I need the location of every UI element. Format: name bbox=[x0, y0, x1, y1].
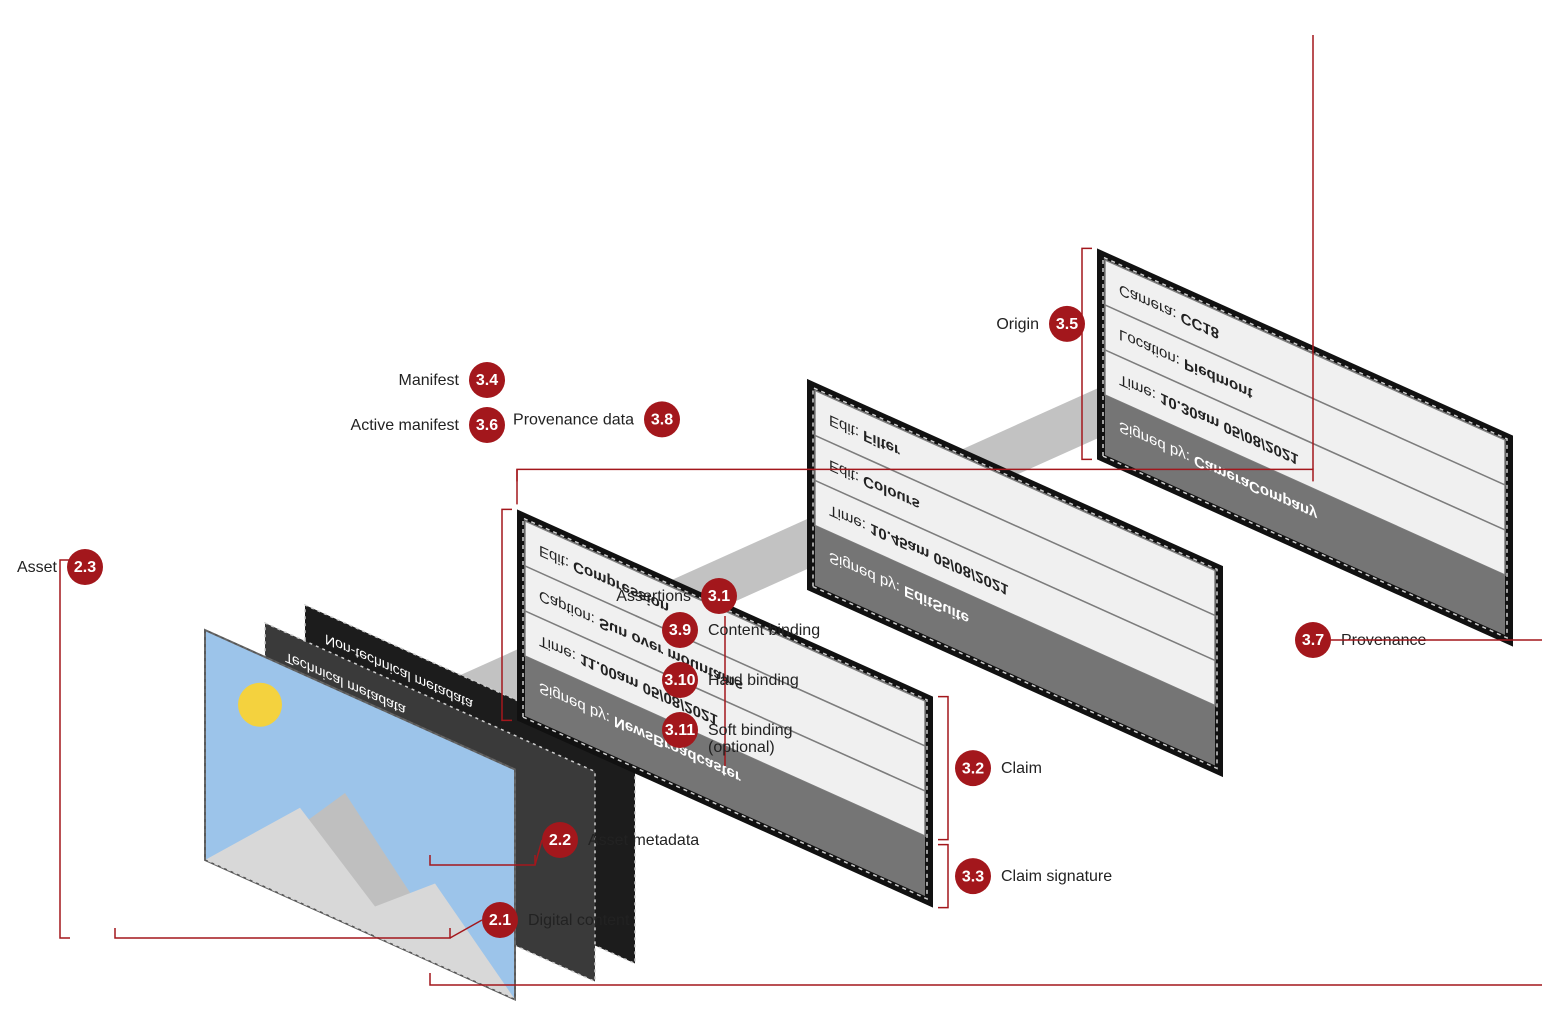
badge-asset-label: Asset bbox=[17, 559, 58, 576]
badge-manifest-label: Manifest bbox=[399, 372, 460, 389]
badge-origin: 3.5 bbox=[1049, 306, 1085, 342]
badge-assertions: 3.1 bbox=[701, 578, 737, 614]
svg-text:3.4: 3.4 bbox=[476, 372, 498, 389]
badge-digital-content: 2.1 bbox=[482, 902, 518, 938]
svg-text:3.7: 3.7 bbox=[1302, 632, 1324, 649]
badge-asset: 2.3 bbox=[67, 549, 103, 585]
badge-active-manifest: 3.6 bbox=[469, 407, 505, 443]
badge-hard-binding: 3.10 bbox=[662, 662, 698, 698]
badge-claim-signature-label: Claim signature bbox=[1001, 868, 1112, 885]
svg-text:3.1: 3.1 bbox=[708, 588, 730, 605]
badge-claim: 3.2 bbox=[955, 750, 991, 786]
badge-active-manifest-label: Active manifest bbox=[351, 417, 460, 434]
svg-text:3.3: 3.3 bbox=[962, 868, 984, 885]
badge-claim-signature: 3.3 bbox=[955, 858, 991, 894]
badge-soft-binding: 3.11 bbox=[662, 712, 698, 748]
svg-text:3.2: 3.2 bbox=[962, 760, 984, 777]
badge-provenance: 3.7 bbox=[1295, 622, 1331, 658]
badge-soft-binding-label: Soft binding bbox=[708, 722, 793, 739]
badge-content-binding-label: Content binding bbox=[708, 622, 820, 639]
badge-provenance-data-label: Provenance data bbox=[513, 411, 634, 428]
badge-manifest: 3.4 bbox=[469, 362, 505, 398]
badge-origin-label: Origin bbox=[996, 316, 1039, 333]
badge-digital-content-label: Digital content bbox=[528, 912, 630, 929]
badge-hard-binding-label: Hard binding bbox=[708, 672, 799, 689]
svg-text:3.5: 3.5 bbox=[1056, 316, 1078, 333]
badge-provenance-data: 3.8 bbox=[644, 401, 680, 437]
svg-text:3.9: 3.9 bbox=[669, 622, 691, 639]
svg-text:2.1: 2.1 bbox=[489, 912, 511, 929]
badge-asset-metadata: 2.2 bbox=[542, 822, 578, 858]
provenance-diagram: Non-technical metadatae.g. location, pro… bbox=[0, 0, 1542, 1024]
badge-asset-metadata-label: Asset metadata bbox=[588, 832, 699, 849]
svg-text:2.3: 2.3 bbox=[74, 559, 96, 576]
svg-text:3.6: 3.6 bbox=[476, 417, 498, 434]
badge-content-binding: 3.9 bbox=[662, 612, 698, 648]
svg-text:2.2: 2.2 bbox=[549, 832, 571, 849]
svg-text:3.10: 3.10 bbox=[664, 672, 695, 689]
svg-text:3.8: 3.8 bbox=[651, 412, 673, 429]
badge-assertions-label: Assertions bbox=[616, 588, 691, 605]
badge-claim-label: Claim bbox=[1001, 760, 1042, 777]
svg-text:3.11: 3.11 bbox=[665, 722, 695, 739]
badge-soft-binding-sub: (optional) bbox=[708, 739, 775, 756]
